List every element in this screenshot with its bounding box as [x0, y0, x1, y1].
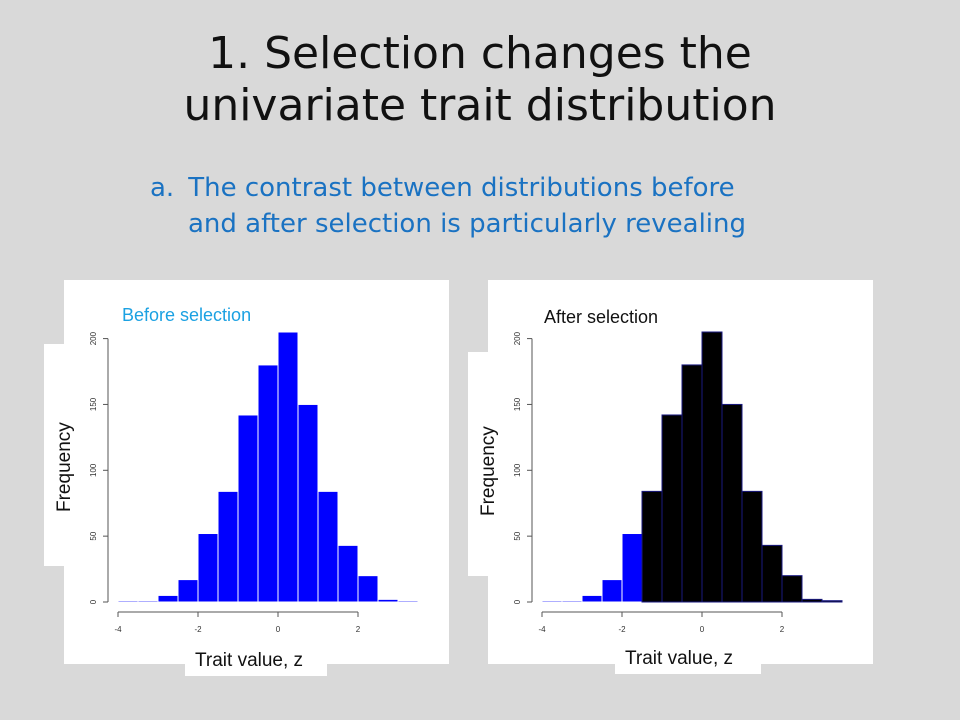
histogram-bar: [761, 544, 783, 603]
point-line-1: The contrast between distributions befor…: [188, 173, 735, 203]
histogram-bar: [681, 364, 703, 603]
histogram-bar: [541, 600, 563, 603]
x-tick-label: -4: [538, 625, 546, 634]
histogram-bar: [801, 598, 823, 603]
histogram-bar: [721, 403, 743, 603]
histogram-bar: [317, 490, 339, 603]
before-histogram: -4 -2 0 2 0 50 100 150 200: [89, 331, 419, 634]
slide-title-line-2: univariate trait distribution: [183, 80, 777, 131]
before-chart-title: Before selection: [122, 305, 252, 325]
y-tick-label: 50: [513, 531, 522, 540]
y-tick-label: 50: [89, 531, 98, 540]
histogram-bar: [357, 575, 379, 603]
x-tick-label: 0: [700, 625, 705, 634]
histogram-bar: [701, 331, 723, 603]
point-line-2: and after selection is particularly reve…: [188, 209, 747, 239]
histogram-bar: [197, 533, 219, 603]
after-histogram: -4 -2 0 2 0 50 100 150 200: [513, 331, 843, 634]
x-tick-label: 2: [780, 625, 785, 634]
before-xlabel: Trait value, z: [185, 646, 327, 676]
x-tick-label: 0: [276, 625, 281, 634]
histogram-bar: [377, 598, 399, 603]
histogram-bar: [117, 600, 139, 603]
y-tick-label: 100: [89, 463, 98, 477]
histogram-bar: [297, 403, 319, 603]
y-tick-label: 150: [89, 397, 98, 411]
histogram-bar: [601, 579, 623, 603]
histogram-bar: [397, 600, 419, 603]
histogram-bar: [621, 533, 643, 603]
slide-title: 1. Selection changes the univariate trai…: [0, 28, 960, 132]
histogram-bar: [661, 414, 683, 603]
histogram-bar: [581, 594, 603, 603]
x-tick-label: -2: [618, 625, 626, 634]
after-chart-title: After selection: [544, 307, 659, 327]
histogram-bar: [337, 544, 359, 603]
before-chart-panel: -4 -2 0 2 0 50 100 150 200: [64, 280, 449, 664]
histogram-bar: [177, 579, 199, 603]
after-ylabel-box: [468, 352, 510, 576]
y-tick-label: 100: [513, 463, 522, 477]
before-ylabel: Frequency: [54, 422, 75, 512]
histogram-bar: [137, 600, 159, 603]
histogram-bar: [277, 331, 299, 603]
y-tick-label: 200: [513, 331, 522, 345]
after-chart-panel: -4 -2 0 2 0 50 100 150 200: [488, 280, 873, 664]
x-tick-label: 2: [356, 625, 361, 634]
histogram-bar: [561, 600, 583, 603]
y-tick-label: 150: [513, 397, 522, 411]
histogram-bar: [641, 490, 663, 603]
histogram-bar: [741, 490, 763, 603]
slide-title-line-1: 1. Selection changes the: [208, 28, 752, 79]
histogram-bar: [157, 594, 179, 603]
histogram-bar: [781, 575, 803, 603]
x-tick-label: -4: [114, 625, 122, 634]
slide-point: a. The contrast between distributions bef…: [150, 170, 870, 242]
histogram-bar: [217, 490, 239, 603]
histogram-bar: [257, 364, 279, 603]
histogram-bar: [237, 414, 259, 603]
histogram-bar: [821, 600, 843, 603]
y-tick-label: 0: [513, 599, 522, 604]
y-tick-label: 0: [89, 599, 98, 604]
before-ylabel-box: [44, 344, 86, 566]
x-tick-label: -2: [194, 625, 202, 634]
point-label: a.: [150, 173, 175, 203]
after-xlabel: Trait value, z: [615, 644, 761, 674]
after-ylabel: Frequency: [478, 426, 499, 516]
y-tick-label: 200: [89, 331, 98, 345]
